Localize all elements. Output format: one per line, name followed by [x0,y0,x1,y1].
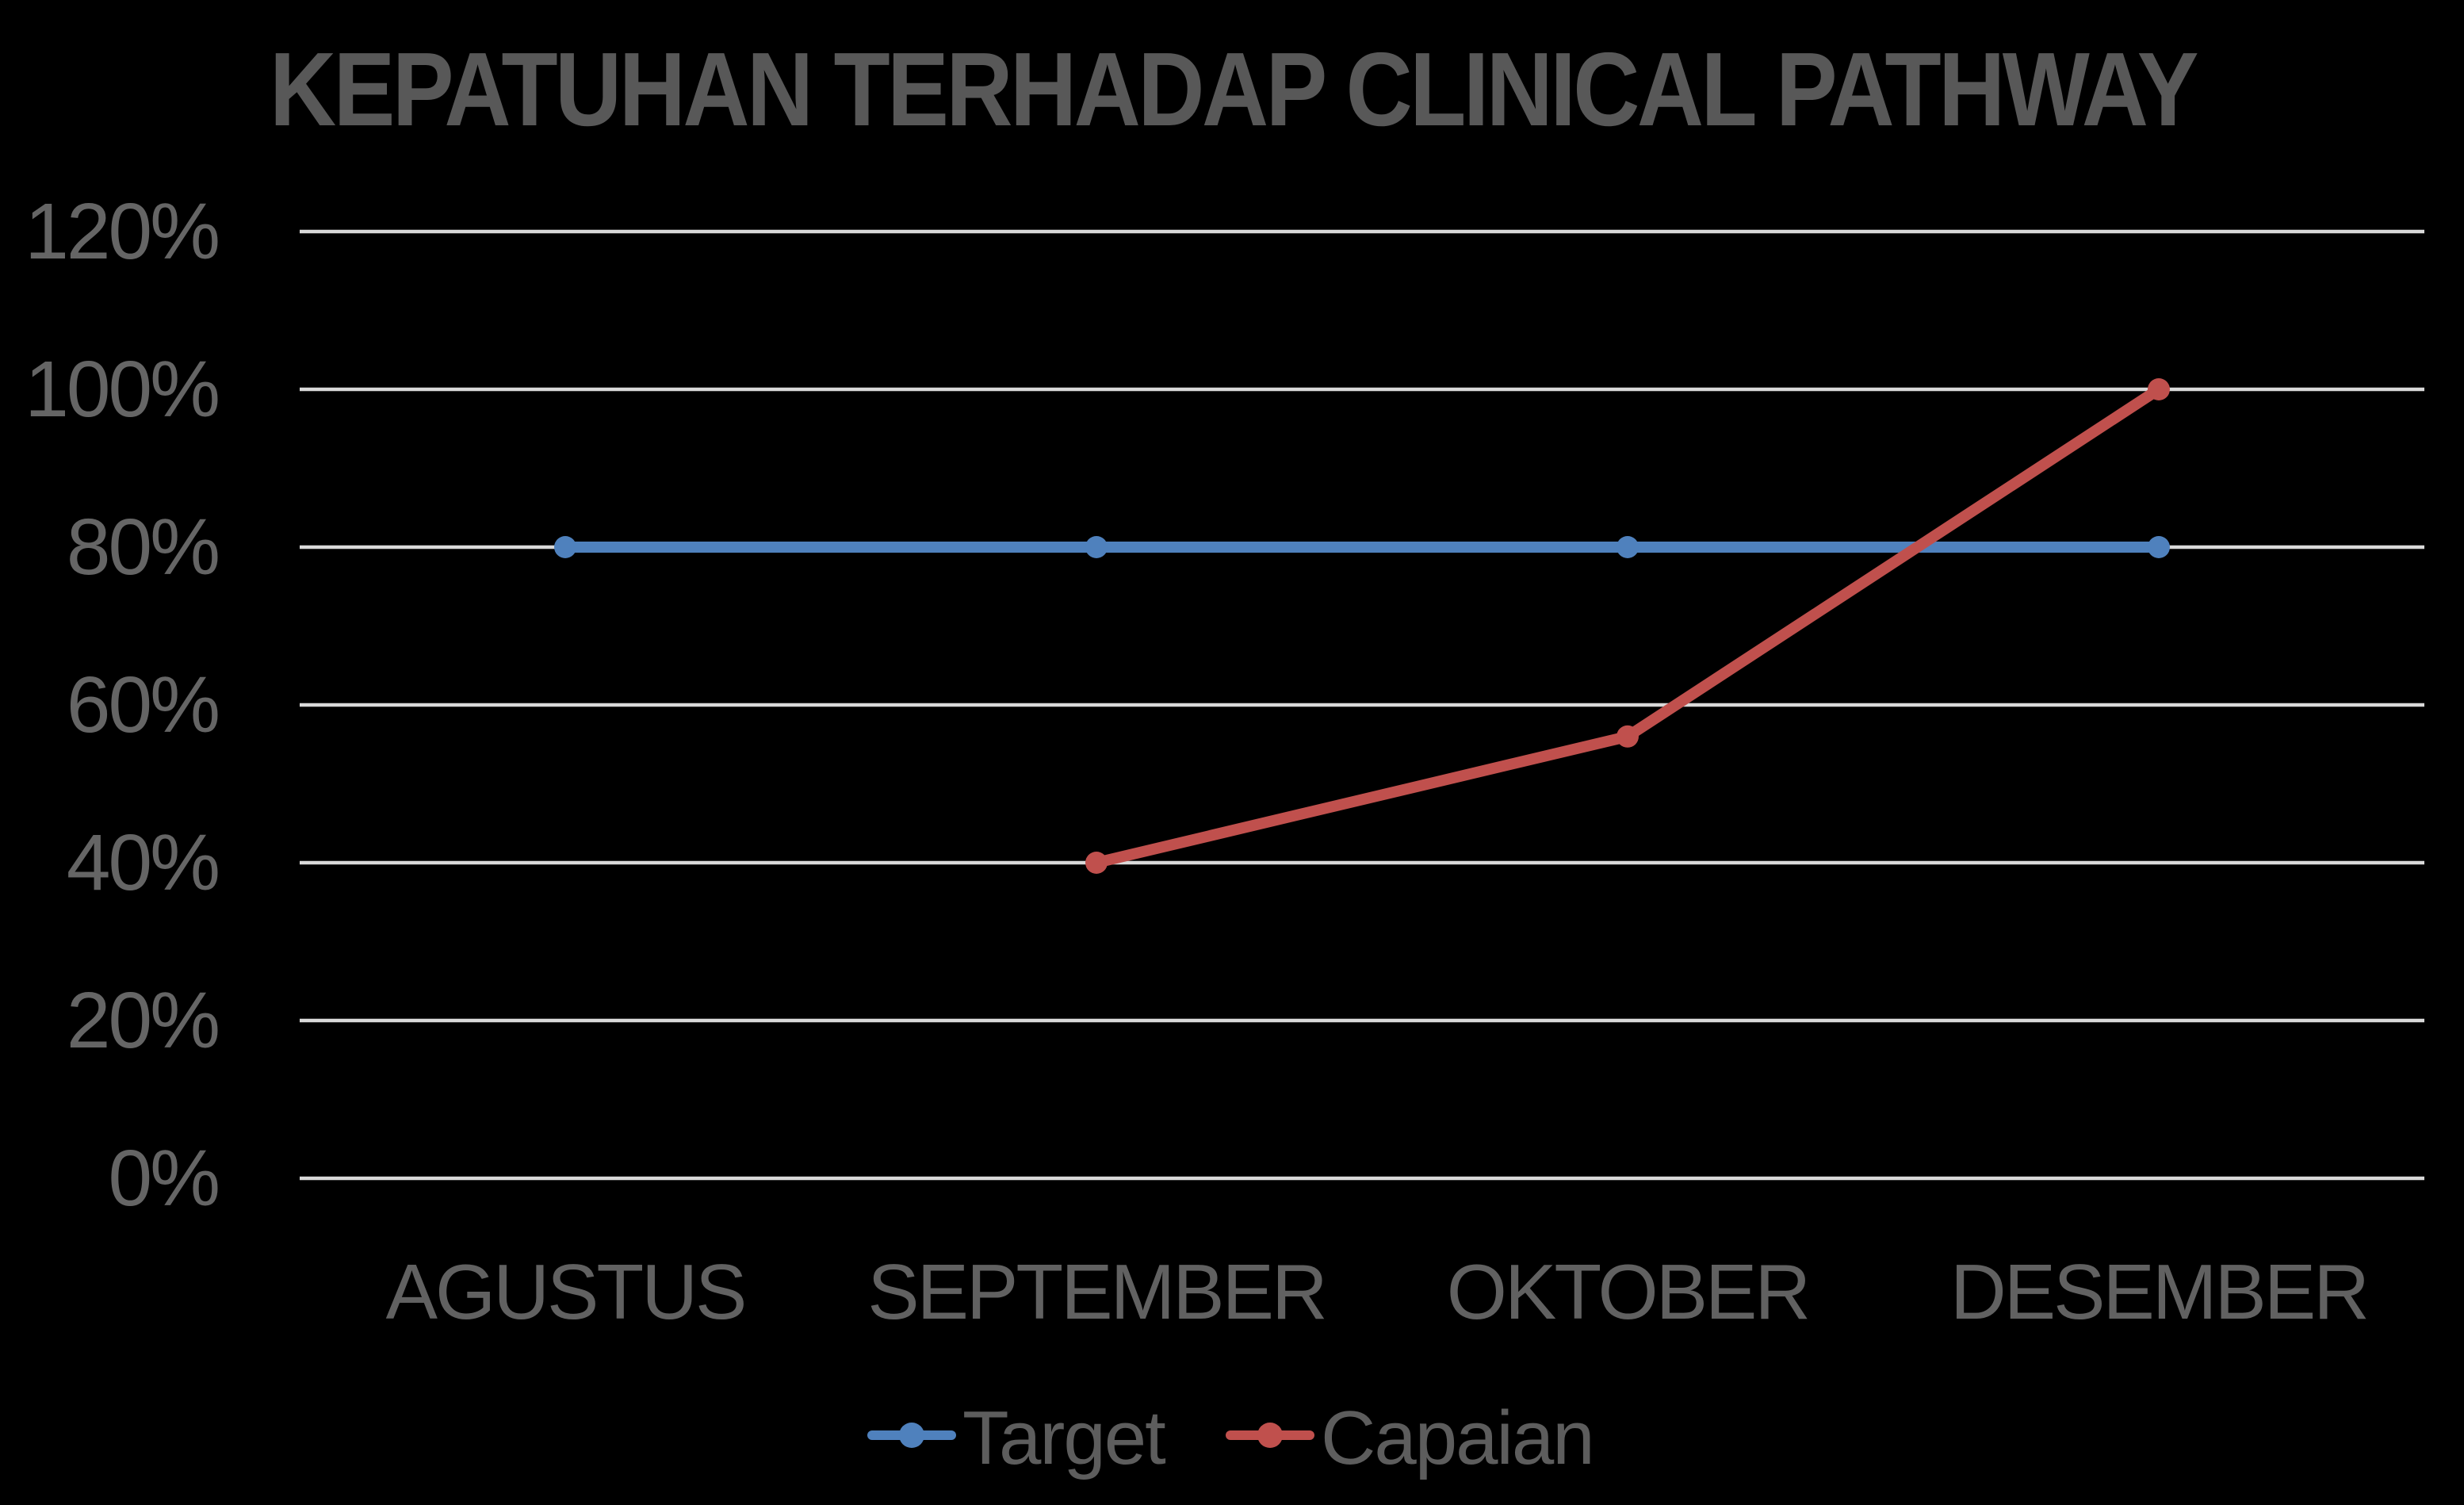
chart-title: KEPATUHAN TERHADAP CLINICAL PATHWAY [270,31,2198,147]
x-tick-label: DESEMBER [1950,1248,2367,1335]
y-tick-label: 100% [25,345,218,434]
data-point-capaian [1617,725,1639,748]
x-tick-label: OKTOBER [1447,1248,1808,1335]
legend-label-capaian: Capaian [1321,1396,1594,1480]
legend-marker-dot-target [899,1423,924,1448]
y-tick-label: 40% [67,818,218,907]
y-axis-labels: 120% 100% 80% 60% 40% 20% 0% [25,187,220,1223]
data-point-capaian [1085,852,1108,874]
legend-item-target: Target [867,1396,1167,1480]
y-tick-label: 120% [25,187,218,276]
series-layer [554,378,2170,874]
y-tick-label: 60% [67,661,218,749]
data-point-capaian [2148,378,2170,400]
legend: Target Capaian [867,1396,1595,1480]
series-target [554,536,2170,558]
data-point-target [2148,536,2170,558]
y-tick-label: 0% [108,1134,218,1223]
legend-item-capaian: Capaian [1226,1396,1595,1480]
series-capaian [1085,378,2170,874]
data-point-target [1617,536,1639,558]
y-tick-label: 80% [67,503,218,592]
data-point-target [554,536,576,558]
series-line-capaian [1091,384,2164,868]
x-axis-labels: AGUSTUS SEPTEMBER OKTOBER DESEMBER [386,1248,2370,1335]
gridlines [300,229,2424,1181]
data-point-target [1085,536,1108,558]
legend-marker-dot-capaian [1257,1423,1283,1448]
legend-label-target: Target [962,1396,1165,1480]
x-tick-label: AGUSTUS [386,1248,745,1335]
y-tick-label: 20% [67,976,218,1065]
x-tick-label: SEPTEMBER [867,1248,1325,1335]
